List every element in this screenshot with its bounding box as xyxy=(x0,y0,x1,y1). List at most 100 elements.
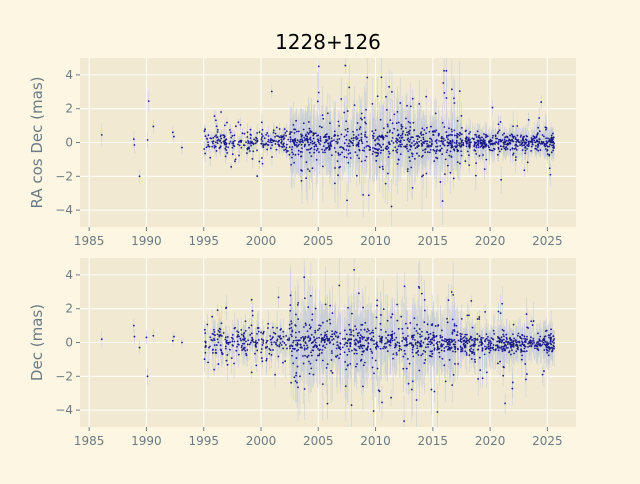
ra-data-point xyxy=(276,127,278,129)
ra-data-point xyxy=(286,130,288,132)
dec-data-point xyxy=(319,328,321,330)
ra-data-point xyxy=(392,150,394,152)
dec-data-point xyxy=(331,359,333,361)
ra-data-point xyxy=(536,135,538,137)
ra-data-point xyxy=(389,119,391,121)
ra-x-tick-label-1990: 1990 xyxy=(131,234,162,248)
ra-data-point xyxy=(522,149,524,151)
ra-data-point xyxy=(429,151,431,153)
ra-data-point xyxy=(344,65,346,67)
ra-data-point xyxy=(375,144,377,146)
dec-data-point xyxy=(416,347,418,349)
ra-data-point xyxy=(246,152,248,154)
ra-data-point xyxy=(310,142,312,144)
ra-data-point xyxy=(500,145,502,147)
ra-data-point xyxy=(380,150,382,152)
ra-data-point xyxy=(331,154,333,156)
ra-data-point xyxy=(337,139,339,141)
ra-data-point xyxy=(356,154,358,156)
ra-data-point xyxy=(298,153,300,155)
ra-data-point xyxy=(379,166,381,168)
ra-data-point xyxy=(324,142,326,144)
ra-data-point xyxy=(511,140,513,142)
ra-data-point xyxy=(365,131,367,133)
dec-data-point xyxy=(412,352,414,354)
dec-data-point xyxy=(396,354,398,356)
ra-data-point xyxy=(419,136,421,138)
ra-data-point xyxy=(393,142,395,144)
ra-data-point xyxy=(279,128,281,130)
dec-data-point xyxy=(416,330,418,332)
ra-data-point xyxy=(478,155,480,157)
ra-data-point xyxy=(364,160,366,162)
ra-data-point xyxy=(361,160,363,162)
ra-data-point xyxy=(481,136,483,138)
ra-data-point xyxy=(421,127,423,129)
ra-data-point xyxy=(429,141,431,143)
dec-data-point xyxy=(229,349,231,351)
ra-data-point xyxy=(430,126,432,128)
ra-data-point xyxy=(289,154,291,156)
ra-data-point xyxy=(337,152,339,154)
ra-data-point xyxy=(507,148,509,150)
ra-data-point xyxy=(526,148,528,150)
dec-data-point xyxy=(414,339,416,341)
ra-data-point xyxy=(222,134,224,136)
dec-data-point xyxy=(231,344,233,346)
ra-data-point xyxy=(406,148,408,150)
ra-data-point xyxy=(209,157,211,159)
dec-data-point xyxy=(368,330,370,332)
ra-data-point xyxy=(364,136,366,138)
ra-data-point xyxy=(333,135,335,137)
dec-data-point xyxy=(236,336,238,338)
ra-data-point xyxy=(309,152,311,154)
ra-data-point xyxy=(401,134,403,136)
dec-data-point xyxy=(258,331,260,333)
dec-data-point xyxy=(223,332,225,334)
dec-data-point xyxy=(372,332,374,334)
ra-data-point xyxy=(352,144,354,146)
dec-data-point xyxy=(380,314,382,316)
ra-data-point xyxy=(237,144,239,146)
ra-data-point xyxy=(462,143,464,145)
ra-data-point xyxy=(256,132,258,134)
ra-data-point xyxy=(320,136,322,138)
ra-data-point xyxy=(553,142,555,144)
dec-data-point xyxy=(204,341,206,343)
dec-data-point xyxy=(273,332,275,334)
dec-data-point xyxy=(361,347,363,349)
ra-data-point xyxy=(547,153,549,155)
ra-data-point xyxy=(399,141,401,143)
dec-data-point xyxy=(366,337,368,339)
dec-data-point xyxy=(310,351,312,353)
ra-data-point xyxy=(364,121,366,123)
ra-data-point xyxy=(172,131,174,133)
dec-data-point xyxy=(417,354,419,356)
ra-data-point xyxy=(478,136,480,138)
dec-data-point xyxy=(285,344,287,346)
dec-data-point xyxy=(375,327,377,329)
dec-data-point xyxy=(404,285,406,287)
dec-data-point xyxy=(324,336,326,338)
ra-data-point xyxy=(469,131,471,133)
dec-data-point xyxy=(379,335,381,337)
ra-data-point xyxy=(475,175,477,177)
ra-data-point xyxy=(362,194,364,196)
ra-data-point xyxy=(353,137,355,139)
dec-data-point xyxy=(356,339,358,341)
ra-data-point xyxy=(308,149,310,151)
ra-data-point xyxy=(219,147,221,149)
dec-data-point xyxy=(333,343,335,345)
dec-data-point xyxy=(308,336,310,338)
ra-data-point xyxy=(485,136,487,138)
ra-data-point xyxy=(300,169,302,171)
ra-data-point xyxy=(214,115,216,117)
ra-data-point xyxy=(412,122,414,124)
ra-data-point xyxy=(133,138,135,140)
ra-data-point xyxy=(428,144,430,146)
ra-data-point xyxy=(298,140,300,142)
dec-data-point xyxy=(216,344,218,346)
dec-data-point xyxy=(396,304,398,306)
ra-data-point xyxy=(436,142,438,144)
dec-data-point xyxy=(354,340,356,342)
